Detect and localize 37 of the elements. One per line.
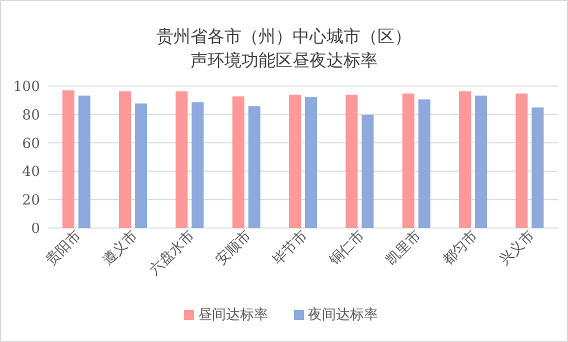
x-tick-label: 都匀市 (440, 228, 481, 269)
x-tick-label: 六盘水市 (146, 228, 198, 278)
bar (402, 94, 414, 228)
bar (289, 94, 301, 228)
chart-title: 贵州省各市（州）中心城市（区） (156, 27, 412, 47)
x-tick-label: 凯里市 (383, 228, 424, 269)
legend-label: 夜间达标率 (308, 307, 378, 323)
y-tick-label: 40 (22, 164, 40, 180)
bar (346, 94, 358, 228)
bar (78, 96, 90, 228)
bar (248, 106, 260, 228)
bar (418, 99, 430, 228)
x-tick-label: 毕节市 (270, 228, 311, 269)
y-tick-label: 100 (13, 79, 40, 95)
bar (516, 94, 528, 228)
bar (135, 103, 147, 228)
x-tick-label: 安顺市 (213, 228, 254, 269)
bar (475, 96, 487, 228)
bar (176, 91, 188, 228)
x-tick-label: 遵义市 (100, 228, 141, 269)
chart-subtitle: 声环境功能区昼夜达标率 (190, 51, 378, 71)
y-tick-label: 20 (22, 192, 40, 209)
legend-label: 昼间达标率 (198, 307, 268, 323)
x-tick-label: 兴义市 (496, 228, 538, 269)
x-tick-label: 铜仁市 (326, 228, 368, 270)
bar (459, 91, 471, 228)
bar (362, 114, 374, 228)
y-tick-label: 0 (31, 221, 40, 237)
bar (305, 97, 317, 228)
bar (192, 102, 204, 228)
bar (232, 96, 244, 228)
bar (532, 107, 544, 228)
y-tick-label: 80 (22, 107, 40, 124)
x-tick-label: 贵阳市 (43, 228, 84, 269)
bar (62, 90, 74, 228)
bar (119, 91, 131, 228)
y-tick-label: 60 (22, 136, 40, 152)
